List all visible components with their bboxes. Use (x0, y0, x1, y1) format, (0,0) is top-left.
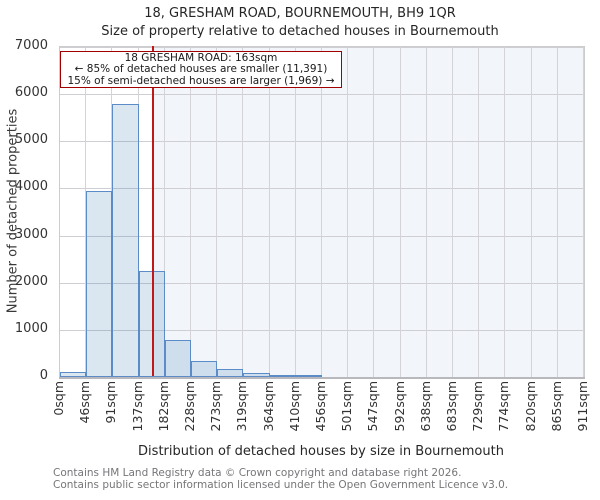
x-tick-label: 410sqm (286, 381, 302, 432)
v-gridline-11 (347, 47, 349, 377)
h-gridline-5000 (60, 141, 584, 143)
x-tick-label: 592sqm (391, 381, 407, 432)
v-gridline-20 (583, 47, 584, 377)
y-tick-6000: 6000 (14, 85, 48, 101)
bar-410sqm (295, 375, 322, 377)
v-gridline-16 (478, 47, 480, 377)
x-tick-label: 865sqm (548, 381, 564, 432)
v-gridline-4 (163, 47, 165, 377)
y-tick-7000: 7000 (14, 38, 48, 53)
x-tick-label: 501sqm (339, 381, 355, 432)
v-gridline-8 (268, 47, 270, 377)
x-tick-label: 638sqm (417, 381, 433, 432)
v-gridline-12 (373, 47, 375, 377)
v-gridline-13 (399, 47, 401, 377)
x-tick-label: 0sqm (51, 381, 66, 416)
bar-364sqm (269, 375, 296, 377)
v-gridline-14 (425, 47, 427, 377)
h-gridline-7000 (60, 47, 584, 48)
x-tick-label: 547sqm (365, 381, 381, 432)
x-tick-label: 364sqm (260, 381, 276, 432)
x-axis-line (59, 377, 585, 379)
v-gridline-15 (452, 47, 453, 377)
footer-attribution-line-2: Contains public sector information licen… (53, 478, 509, 491)
y-tick-1000: 1000 (14, 320, 48, 336)
annotation-box: 18 GRESHAM ROAD: 163sqm ← 85% of detache… (60, 51, 342, 88)
x-tick-label: 774sqm (496, 381, 512, 432)
y-tick-4000: 4000 (14, 179, 48, 195)
v-gridline-10 (321, 47, 322, 377)
annotation-line-2: ← 85% of detached houses are smaller (11… (74, 63, 328, 76)
chart-subtitle: Size of property relative to detached ho… (101, 24, 499, 39)
x-tick-label: 911sqm (575, 381, 590, 432)
bar-228sqm (191, 361, 218, 377)
x-tick-label: 820sqm (522, 381, 538, 432)
v-gridline-6 (216, 47, 218, 377)
annotation-line-1: 18 GRESHAM ROAD: 163sqm (124, 52, 278, 64)
v-gridline-17 (504, 47, 506, 377)
property-size-marker-line (151, 46, 154, 376)
bar-273sqm (217, 369, 244, 377)
y-tick-0: 0 (39, 368, 48, 383)
h-gridline-1000 (60, 329, 584, 331)
v-gridline-19 (556, 47, 558, 377)
h-gridline-2000 (60, 282, 584, 284)
annotation-line-3: 15% of semi-detached houses are larger (… (67, 74, 335, 87)
chart-title: 18, GRESHAM ROAD, BOURNEMOUTH, BH9 1QR (144, 6, 456, 21)
x-tick-label: 182sqm (155, 381, 171, 432)
bar-91sqm (112, 103, 139, 377)
x-tick-label: 91sqm (103, 381, 119, 424)
x-axis-label: Distribution of detached houses by size … (138, 444, 504, 459)
x-tick-label: 46sqm (77, 381, 93, 424)
bar-182sqm (164, 340, 191, 377)
bar-319sqm (243, 373, 270, 377)
v-gridline-5 (190, 47, 191, 377)
x-tick-label: 228sqm (182, 381, 197, 432)
h-gridline-3000 (60, 235, 584, 237)
plot-area (59, 46, 585, 379)
x-tick-label: 729sqm (470, 381, 486, 432)
x-tick-label: 456sqm (313, 381, 328, 432)
h-gridline-6000 (60, 94, 584, 96)
bar-0sqm (60, 372, 87, 377)
x-tick-label: 319sqm (234, 381, 250, 432)
bar-46sqm (86, 190, 113, 377)
larger-than-marker-shaded-region (153, 47, 584, 377)
y-tick-5000: 5000 (14, 132, 48, 148)
v-gridline-18 (530, 47, 532, 377)
bar-137sqm (138, 270, 165, 377)
h-gridline-4000 (60, 188, 584, 190)
x-tick-label: 137sqm (129, 381, 145, 432)
v-gridline-7 (242, 47, 244, 377)
v-gridline-1 (85, 47, 87, 377)
x-tick-label: 683sqm (444, 381, 459, 432)
footer-attribution-line-1: Contains HM Land Registry data © Crown c… (53, 467, 462, 479)
y-tick-2000: 2000 (14, 273, 48, 289)
y-tick-3000: 3000 (14, 226, 48, 242)
v-gridline-9 (294, 47, 296, 377)
x-tick-label: 273sqm (208, 381, 224, 432)
